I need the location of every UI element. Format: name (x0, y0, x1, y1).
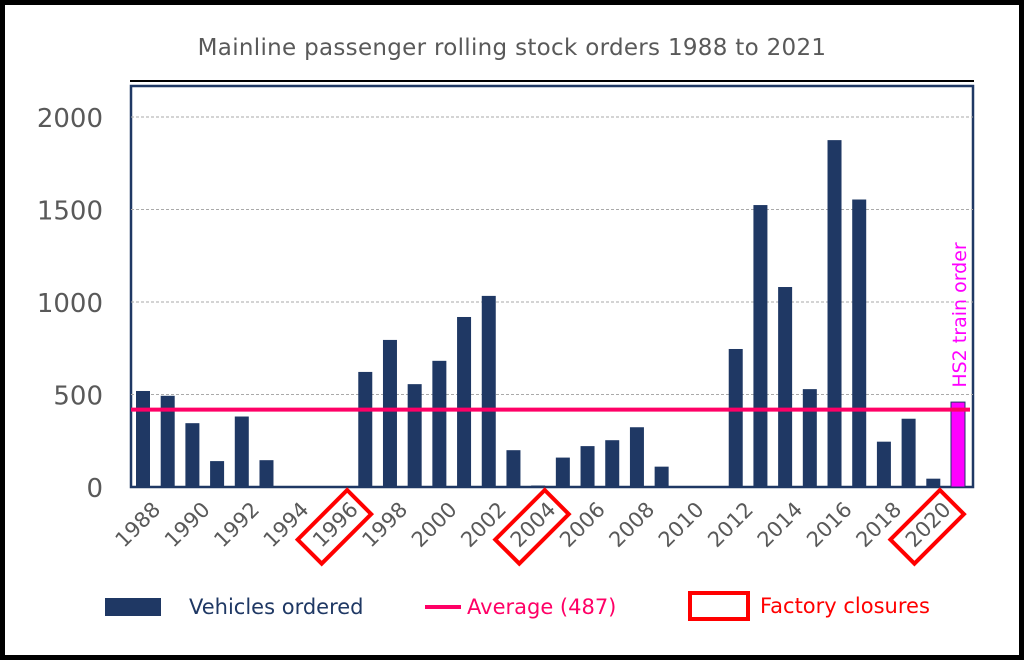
x-tick-label: 1996 (308, 497, 363, 552)
bar-2000 (432, 360, 447, 487)
legend-label-average: Average (487) (467, 595, 617, 619)
bar-2018 (876, 441, 891, 487)
legend-swatch-vehicles (105, 598, 161, 616)
factory-closure-box (492, 487, 572, 567)
chart-title: Mainline passenger rolling stock orders … (197, 35, 827, 61)
bar-2004 (531, 485, 546, 487)
x-tick-label: 1990 (160, 497, 215, 552)
y-tick-label: 1000 (37, 289, 103, 319)
bar-2017 (852, 199, 867, 487)
bar-1990 (185, 423, 200, 487)
y-tick-label: 2000 (37, 104, 103, 134)
bar-2003 (506, 450, 521, 487)
bar-2016 (827, 140, 842, 487)
bar-1997 (358, 371, 373, 487)
bar-1988 (136, 390, 150, 487)
legend-vehicles: Vehicles ordered (105, 595, 364, 619)
x-tick-label: 2020 (901, 497, 956, 552)
bar-2008 (629, 427, 644, 487)
x-tick-label: 2000 (407, 497, 462, 552)
x-tick-label: 2012 (703, 497, 758, 552)
bar-2002 (481, 295, 496, 487)
factory-closure-box (887, 487, 967, 567)
y-tick-label: 500 (53, 382, 103, 412)
bar-2020 (926, 478, 941, 487)
x-tick-label: 1988 (111, 497, 166, 552)
bar-2007 (605, 440, 620, 487)
x-tick-label: 2014 (753, 497, 808, 552)
legend-swatch-average (425, 605, 461, 609)
factory-closure-box (294, 487, 375, 567)
bar-2019 (901, 418, 916, 487)
bar-1993 (259, 460, 274, 487)
bar-1989 (160, 395, 175, 487)
bar-2001 (457, 316, 472, 487)
plot-frame (129, 84, 975, 489)
legend-factory-closures: Factory closures (688, 591, 930, 621)
bar-1998 (382, 339, 397, 487)
x-tick-label: 2006 (555, 497, 610, 552)
hs2-annotation: HS2 train order (949, 242, 971, 388)
bar-2013 (753, 205, 768, 487)
x-tick-label: 1994 (259, 497, 314, 552)
bar-2005 (555, 457, 570, 487)
legend-label-factory: Factory closures (760, 594, 930, 618)
x-tick-label: 1998 (357, 497, 412, 552)
bar-1999 (407, 384, 422, 487)
x-tick-label: 2010 (654, 497, 709, 552)
x-tick-label: 2018 (851, 497, 906, 552)
y-tick-label: 1500 (37, 197, 103, 227)
bar-1991 (210, 461, 225, 487)
y-tick-label: 0 (86, 474, 103, 504)
legend-swatch-factory (688, 591, 750, 621)
x-tick-label: 1992 (209, 497, 264, 552)
x-tick-label: 2016 (802, 497, 857, 552)
chart-page: Mainline passenger rolling stock orders … (5, 5, 1019, 655)
bar-2014 (778, 287, 793, 487)
x-tick-label: 2008 (604, 497, 659, 552)
bar-2021 (950, 401, 966, 488)
bar-2015 (802, 389, 817, 487)
legend-average: Average (487) (425, 595, 616, 619)
legend-label-vehicles: Vehicles ordered (189, 595, 364, 619)
bar-1992 (234, 416, 249, 487)
bar-2006 (580, 446, 595, 487)
x-tick-label: 2004 (506, 497, 561, 552)
bar-2009 (654, 466, 669, 487)
x-tick-label: 2002 (456, 497, 511, 552)
bar-2012 (728, 348, 743, 487)
